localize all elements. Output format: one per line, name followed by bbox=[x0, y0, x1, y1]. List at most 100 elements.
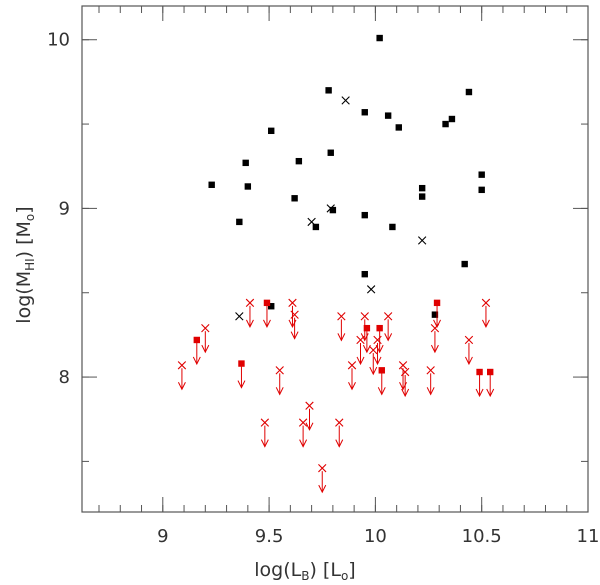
cross-marker bbox=[347, 361, 357, 370]
limit-arrow-head bbox=[192, 356, 201, 366]
data-point bbox=[417, 236, 427, 245]
upper-limit-point bbox=[464, 335, 474, 366]
limit-arrow-head bbox=[464, 356, 473, 366]
square-marker bbox=[465, 88, 473, 96]
upper-limit-point bbox=[335, 418, 344, 448]
square-marker bbox=[263, 299, 271, 307]
limit-arrow-head bbox=[475, 388, 484, 398]
square-marker bbox=[363, 324, 371, 332]
cross-marker bbox=[417, 236, 427, 245]
upper-limit-point bbox=[430, 323, 440, 354]
limit-arrow-head bbox=[373, 356, 382, 366]
data-point bbox=[326, 204, 335, 213]
limit-arrow-head bbox=[201, 344, 210, 354]
upper-limit-point bbox=[337, 312, 346, 342]
data-point bbox=[461, 260, 468, 268]
upper-limit-point bbox=[298, 418, 308, 448]
cross-marker bbox=[481, 298, 491, 308]
limit-arrow-head bbox=[299, 439, 308, 448]
upper-limit-point bbox=[373, 335, 382, 366]
x-tick-label: 9 bbox=[157, 526, 168, 547]
upper-limit-point bbox=[360, 312, 369, 342]
cross-marker bbox=[430, 323, 440, 333]
limit-arrow-head bbox=[337, 333, 346, 342]
data-point bbox=[244, 183, 252, 190]
limit-arrow-head bbox=[263, 319, 271, 328]
upper-limit-point bbox=[245, 298, 255, 328]
upper-limit-point bbox=[369, 345, 378, 376]
limit-arrow-head bbox=[426, 387, 435, 396]
cross-marker bbox=[383, 312, 393, 321]
limit-arrow-head bbox=[348, 382, 356, 391]
cross-marker bbox=[318, 463, 327, 473]
data-point bbox=[208, 181, 215, 188]
upper-limit-point bbox=[260, 418, 270, 448]
square-marker bbox=[361, 270, 368, 278]
limit-arrow-head bbox=[401, 388, 410, 398]
upper-limit-point bbox=[377, 367, 386, 396]
limit-arrow-head bbox=[384, 333, 393, 342]
data-point bbox=[431, 311, 439, 318]
square-marker bbox=[268, 127, 275, 135]
square-marker bbox=[268, 303, 275, 310]
data-point bbox=[327, 149, 334, 156]
limit-arrow-head bbox=[360, 333, 369, 342]
data-point bbox=[242, 159, 249, 167]
cross-marker bbox=[360, 312, 369, 321]
limit-arrow-head bbox=[486, 388, 495, 398]
square-marker bbox=[478, 171, 485, 178]
square-marker bbox=[384, 112, 392, 119]
cross-marker bbox=[288, 298, 297, 308]
upper-limit-point bbox=[192, 336, 201, 366]
cross-marker bbox=[326, 204, 335, 213]
data-point bbox=[235, 312, 244, 321]
cross-marker bbox=[398, 361, 408, 370]
y-tick-label: 8 bbox=[59, 367, 70, 388]
square-marker bbox=[418, 184, 426, 192]
square-marker bbox=[361, 109, 368, 116]
data-point bbox=[325, 87, 332, 94]
cross-marker bbox=[426, 366, 435, 375]
square-marker bbox=[376, 34, 383, 42]
y-tick-label: 9 bbox=[59, 198, 70, 219]
data-point bbox=[366, 285, 376, 294]
data-marks bbox=[177, 34, 495, 494]
limit-arrow-head bbox=[305, 422, 314, 431]
square-marker bbox=[378, 367, 385, 374]
data-point bbox=[295, 157, 303, 165]
upper-limit-point bbox=[481, 298, 491, 328]
upper-limit-point bbox=[362, 324, 371, 354]
data-point bbox=[307, 217, 316, 227]
limit-arrow-head bbox=[237, 380, 246, 389]
square-marker bbox=[238, 360, 245, 367]
data-point bbox=[384, 112, 392, 119]
square-marker bbox=[312, 223, 320, 231]
data-point bbox=[341, 96, 350, 105]
x-tick-label: 10 bbox=[364, 526, 387, 547]
axis-ticks bbox=[82, 6, 589, 512]
limit-arrow-head bbox=[482, 319, 490, 328]
upper-limit-point bbox=[201, 323, 210, 354]
square-marker bbox=[208, 181, 215, 188]
upper-limit-point bbox=[263, 299, 271, 328]
data-point bbox=[376, 34, 383, 42]
square-marker bbox=[395, 124, 402, 131]
limit-arrow-head bbox=[362, 344, 371, 354]
square-marker bbox=[418, 193, 426, 200]
data-point bbox=[312, 223, 320, 231]
cross-marker bbox=[290, 310, 299, 319]
cross-marker bbox=[400, 367, 410, 377]
square-marker bbox=[295, 157, 303, 165]
cross-marker bbox=[298, 418, 308, 427]
limit-arrow-head bbox=[430, 344, 439, 354]
upper-limit-point bbox=[486, 368, 495, 398]
cross-marker bbox=[275, 366, 284, 375]
data-point bbox=[361, 211, 368, 219]
data-point bbox=[268, 127, 275, 135]
cross-marker bbox=[373, 335, 382, 345]
cross-marker bbox=[235, 312, 244, 321]
square-marker bbox=[433, 299, 441, 307]
cross-marker bbox=[464, 335, 474, 345]
limit-arrow-head bbox=[377, 387, 386, 396]
